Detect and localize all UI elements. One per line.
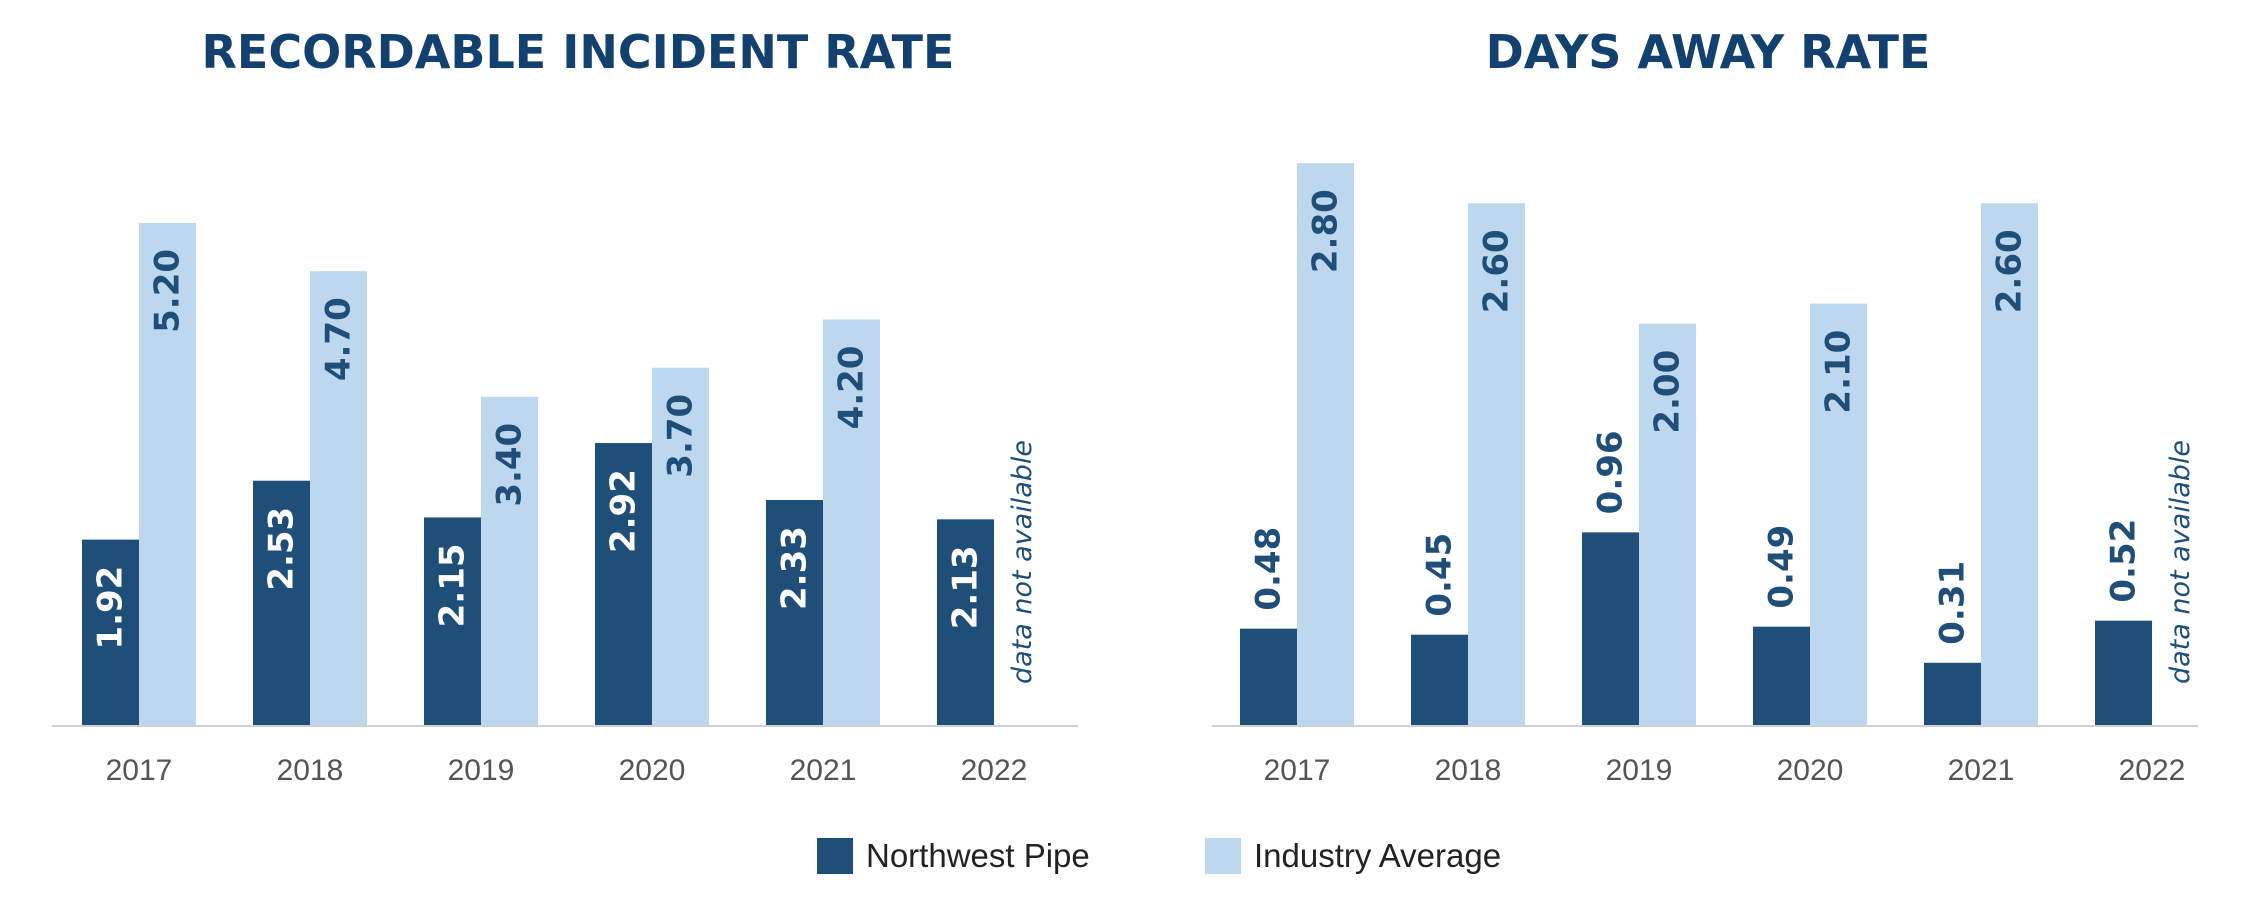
x-tick-label-2021: 2021	[1948, 754, 2015, 787]
x-tick-label-2021: 2021	[790, 754, 857, 787]
data-not-available-note: data not available	[2165, 440, 2196, 684]
x-tick-label-2019: 2019	[448, 754, 515, 787]
data-label-northwest-pipe-2018: 0.45	[1420, 533, 1460, 617]
bar-industry-average-2017	[1297, 163, 1354, 725]
data-label-industry-average-2017: 2.80	[1306, 189, 1346, 273]
data-label-northwest-pipe-2019: 0.96	[1591, 430, 1631, 514]
data-label-northwest-pipe-2020: 2.92	[604, 469, 644, 553]
x-tick-label-2017: 2017	[1264, 754, 1331, 787]
data-label-industry-average-2020: 3.70	[661, 394, 701, 478]
bar-northwest-pipe-2017	[1240, 628, 1297, 725]
bar-northwest-pipe-2020	[595, 443, 652, 725]
bar-northwest-pipe-2018	[253, 480, 310, 725]
x-tick-label-2022: 2022	[961, 754, 1028, 787]
chart-title: DAYS AWAY RATE	[1486, 25, 1931, 79]
legend-label-northwest-pipe: Northwest Pipe	[866, 837, 1090, 874]
legend-swatch-northwest-pipe	[817, 838, 853, 874]
x-tick-label-2022: 2022	[2119, 754, 2186, 787]
bar-northwest-pipe-2018	[1411, 634, 1468, 725]
x-tick-label-2018: 2018	[277, 754, 344, 787]
data-label-northwest-pipe-2020: 0.49	[1762, 525, 1802, 609]
bar-northwest-pipe-2022	[937, 519, 994, 725]
bar-industry-average-2017	[139, 222, 196, 725]
data-label-northwest-pipe-2021: 2.33	[775, 526, 815, 610]
data-not-available-note: data not available	[1007, 440, 1038, 684]
bar-industry-average-2020	[1810, 303, 1867, 725]
bar-northwest-pipe-2021	[766, 500, 823, 725]
data-label-industry-average-2020: 2.10	[1819, 330, 1859, 414]
x-tick-label-2017: 2017	[106, 754, 173, 787]
bar-northwest-pipe-2022	[2095, 620, 2152, 725]
x-tick-label-2018: 2018	[1435, 754, 1502, 787]
bar-northwest-pipe-2019	[424, 517, 481, 725]
legend: Northwest Pipe Industry Average	[817, 837, 1501, 874]
legend-label-industry-average: Industry Average	[1254, 837, 1501, 874]
chart-title: RECORDABLE INCIDENT RATE	[202, 25, 955, 79]
bar-industry-average-2019	[1639, 323, 1696, 725]
bar-northwest-pipe-2019	[1582, 532, 1639, 725]
data-label-industry-average-2018: 2.60	[1477, 229, 1517, 313]
data-label-northwest-pipe-2018: 2.53	[262, 507, 302, 591]
data-label-northwest-pipe-2017: 1.92	[91, 566, 131, 650]
data-label-northwest-pipe-2022: 2.13	[946, 545, 986, 629]
bar-industry-average-2021	[1981, 203, 2038, 725]
data-label-northwest-pipe-2017: 0.48	[1249, 527, 1289, 611]
x-tick-label-2019: 2019	[1606, 754, 1673, 787]
bar-northwest-pipe-2021	[1924, 662, 1981, 725]
bar-northwest-pipe-2020	[1753, 626, 1810, 725]
data-label-industry-average-2018: 4.70	[319, 297, 359, 381]
days-away-rate-chart: DAYS AWAY RATE 0.48 2.80 2017 0.45 2.60 2018 0…	[1212, 25, 2198, 787]
data-label-industry-average-2017: 5.20	[148, 249, 188, 333]
data-label-industry-average-2019: 3.40	[490, 423, 530, 507]
bar-industry-average-2018	[310, 271, 367, 725]
data-label-northwest-pipe-2021: 0.31	[1933, 561, 1973, 645]
bar-industry-average-2019	[481, 396, 538, 725]
recordable-incident-rate-chart: RECORDABLE INCIDENT RATE 1.92 5.20 2017 2.5…	[52, 25, 1078, 787]
bar-industry-average-2020	[652, 367, 709, 725]
bar-industry-average-2018	[1468, 203, 1525, 725]
data-label-industry-average-2021: 2.60	[1990, 229, 2030, 313]
x-tick-label-2020: 2020	[1777, 754, 1844, 787]
bar-industry-average-2021	[823, 319, 880, 725]
data-label-industry-average-2019: 2.00	[1648, 350, 1688, 434]
legend-swatch-industry-average	[1205, 838, 1241, 874]
data-label-northwest-pipe-2022: 0.52	[2104, 519, 2144, 603]
data-label-northwest-pipe-2019: 2.15	[433, 543, 473, 627]
x-tick-label-2020: 2020	[619, 754, 686, 787]
data-label-industry-average-2021: 4.20	[832, 346, 872, 430]
bar-northwest-pipe-2017	[82, 539, 139, 725]
